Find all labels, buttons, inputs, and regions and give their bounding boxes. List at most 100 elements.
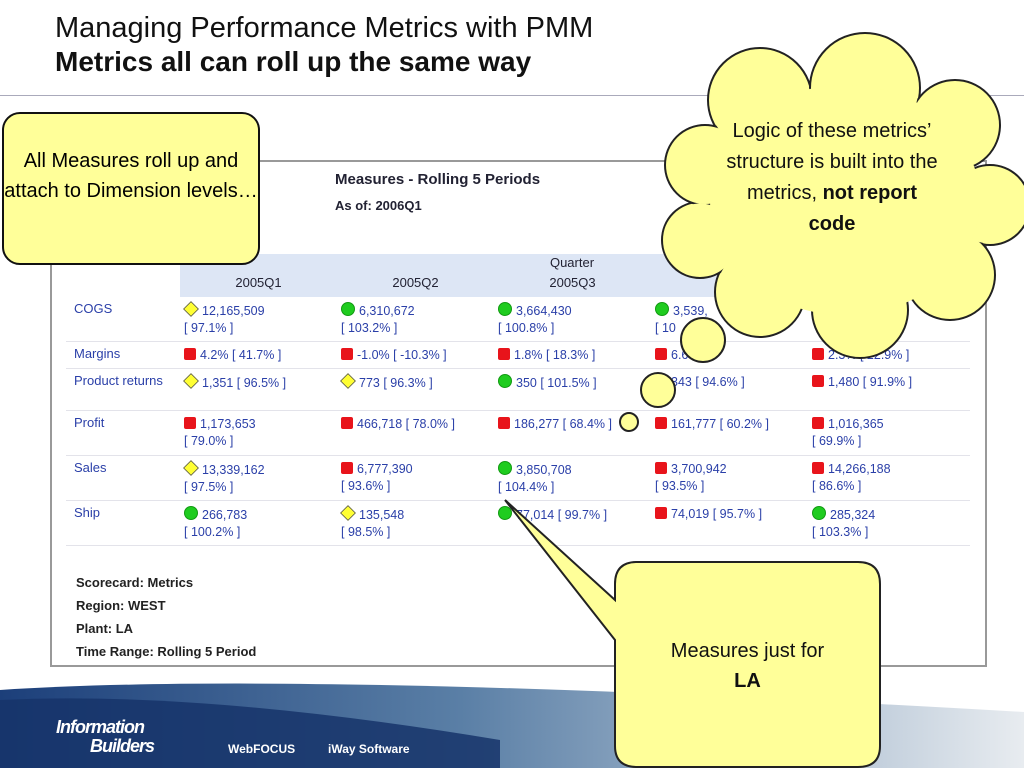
footer-swoosh — [0, 698, 500, 768]
cell-text: [ 86.6% ] — [812, 479, 862, 493]
status-red — [655, 462, 667, 474]
cell-text: 3,539, — [673, 304, 708, 318]
row-label: Profit — [74, 415, 105, 430]
footer-link: iWay Software — [328, 742, 410, 756]
cell-text: [ 97.5% ] — [184, 480, 234, 494]
subtitle: Metrics all can roll up the same way — [55, 46, 532, 77]
group-header: Quarter — [549, 255, 595, 270]
info-line: Scorecard: Metrics — [76, 575, 194, 590]
cell-text: [ 93.5% ] — [655, 479, 705, 493]
row-separator — [66, 500, 970, 501]
row-separator — [66, 341, 970, 342]
cell: 285,324 [ 103.3% ] — [812, 506, 962, 541]
callout-bottom-text: Measures just for LA — [620, 636, 875, 696]
status-green — [498, 374, 512, 388]
cell: 1,173,653 [ 79.0% ] — [184, 416, 334, 450]
logo-bottom: Builders — [90, 736, 155, 756]
cloud-bold: not report code — [808, 182, 917, 235]
cell-text: 186,277 [ 68.4% ] — [514, 417, 612, 431]
row-label: Sales — [74, 460, 107, 475]
cell: 3,700,942 [ 93.5% ] — [655, 461, 805, 495]
row-label: Product returns — [74, 373, 163, 388]
status-red — [341, 348, 353, 360]
column-header: 2005Q2 — [392, 275, 439, 290]
cell-text: -1.0% [ -10.3% ] — [357, 348, 447, 362]
cell: 161,777 [ 60.2% ] — [655, 416, 805, 433]
cell-text: 4.2% [ 41.7% ] — [200, 348, 282, 362]
info-line: Plant: LA — [76, 621, 134, 636]
status-diamond — [340, 505, 356, 521]
footer-link: WebFOCUS — [228, 742, 296, 756]
row-label: COGS — [74, 301, 113, 316]
cell: 6.6% ] — [655, 347, 805, 364]
cell-text: 23 — [812, 303, 826, 317]
row-separator — [66, 410, 970, 411]
cell-text: 266,783 — [202, 508, 248, 522]
status-red — [812, 375, 824, 387]
cell: 350 [ 101.5% ] — [498, 374, 648, 392]
cell: 12,165,509 [ 97.1% ] — [183, 301, 334, 337]
cell-text: [ 98.5% ] — [341, 525, 391, 539]
cell-text: 6.6% ] — [671, 348, 707, 362]
cell-text: 3,700,942 — [671, 462, 727, 476]
cell: 1,480 [ 91.9% ] — [812, 374, 962, 391]
logo-top: Information — [56, 717, 145, 737]
row-separator — [66, 368, 970, 369]
column-header: 2005Q3 — [549, 275, 596, 290]
cell-text: [ 104.4% ] — [498, 480, 555, 494]
cell-text: [ 100.2% ] — [184, 525, 241, 539]
status-green — [498, 302, 512, 316]
status-red — [498, 417, 510, 429]
status-diamond — [183, 301, 199, 317]
status-red — [812, 462, 824, 474]
cell: 23 — [812, 302, 962, 319]
status-red — [655, 417, 667, 429]
column-header: 2005Q1 — [235, 275, 282, 290]
cell-text: [ 97.1% ] — [184, 321, 234, 335]
status-red — [184, 348, 196, 360]
report-as-of: As of: 2006Q1 — [335, 198, 422, 213]
cell-text: 1,351 [ 96.5% ] — [202, 376, 287, 390]
cell-text: 350 [ 101.5% ] — [516, 376, 597, 390]
cell-text: [ 69.9% ] — [812, 434, 862, 448]
cell-text: 2.3% [ 22.9% ] — [828, 348, 910, 362]
status-red — [498, 348, 510, 360]
cell: 773 [ 96.3% ] — [340, 373, 491, 392]
row-label: Margins — [74, 346, 121, 361]
cell-text: 74,019 [ 95.7% ] — [671, 507, 763, 521]
status-red — [655, 375, 667, 387]
status-diamond — [183, 460, 199, 476]
cell: 466,718 [ 78.0% ] — [341, 416, 491, 433]
cell: 343 [ 94.6% ] — [655, 374, 805, 391]
status-red — [812, 348, 824, 360]
cell-text: [ 79.0% ] — [184, 434, 234, 448]
status-green — [341, 302, 355, 316]
cell-text: [ 93.6% ] — [341, 479, 391, 493]
cell-text: [ 10 — [655, 321, 676, 335]
cell-text: 1,173,653 — [200, 417, 256, 431]
callout-bold: LA — [734, 670, 761, 692]
cell: 3,664,430 [ 100.8% ] — [498, 302, 648, 337]
cell-text: [ 100.8% ] — [498, 321, 555, 335]
row-label: Ship — [74, 505, 101, 520]
cell-text: 161,777 [ 60.2% ] — [671, 417, 769, 431]
cell: 2.3% [ 22.9% ] — [812, 347, 962, 364]
cell: 4.2% [ 41.7% ] — [184, 347, 334, 364]
status-green — [184, 506, 198, 520]
cell-text: 1.8% [ 18.3% ] — [514, 348, 596, 362]
cell-text: 12,165,509 — [202, 304, 265, 318]
info-line: Region: WEST — [76, 598, 166, 613]
cell: 14,266,188 [ 86.6% ] — [812, 461, 962, 495]
cell-text: 285,324 — [830, 508, 876, 522]
cell: 6,310,672 [ 103.2% ] — [341, 302, 491, 337]
cell-text: [ 103.3% ] — [812, 525, 869, 539]
cell-text: 343 [ 94.6% ] — [671, 375, 745, 389]
cell-text: [ 103.2% ] — [341, 321, 398, 335]
cell-text: 14,266,188 — [828, 462, 891, 476]
status-red — [184, 417, 196, 429]
cell-text: 1,016,365 — [828, 417, 884, 431]
status-red — [812, 417, 824, 429]
cloud-text: Logic of these metrics’ structure is bui… — [722, 116, 942, 240]
cell: 1.8% [ 18.3% ] — [498, 347, 648, 364]
